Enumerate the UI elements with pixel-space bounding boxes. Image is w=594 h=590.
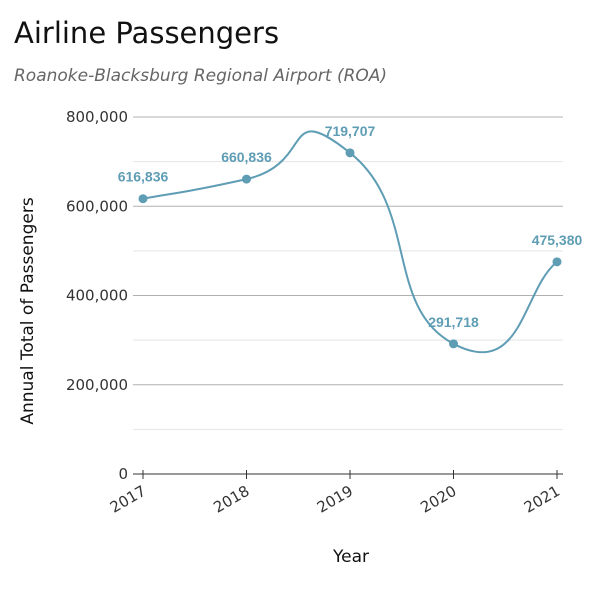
y-tick-label: 200,000 <box>66 376 128 394</box>
data-label: 475,380 <box>532 232 583 248</box>
data-point <box>449 339 458 349</box>
data-label: 291,718 <box>428 314 479 330</box>
data-points <box>138 148 562 349</box>
y-tick-label: 0 <box>118 465 128 483</box>
data-point <box>242 174 251 184</box>
x-tick-label: 2019 <box>314 482 356 517</box>
chart-title: Airline Passengers <box>14 16 280 50</box>
data-label: 660,836 <box>221 149 272 165</box>
y-tick-label: 600,000 <box>66 197 128 215</box>
gridlines <box>133 116 563 430</box>
x-tick-labels: 2017 2018 2019 2020 2021 <box>107 482 563 517</box>
data-point <box>552 257 562 267</box>
y-tick-label: 800,000 <box>66 108 128 126</box>
axes <box>133 470 563 479</box>
y-tick-label: 400,000 <box>66 287 128 305</box>
data-labels: 616,836 660,836 719,707 291,718 475,380 <box>118 123 583 330</box>
x-tick-label: 2020 <box>417 482 459 517</box>
data-label: 616,836 <box>118 169 169 185</box>
y-axis-title: Annual Total of Passengers <box>18 197 38 424</box>
y-tick-labels: 0 200,000 400,000 600,000 800,000 <box>66 108 128 483</box>
x-tick-label: 2018 <box>210 482 252 517</box>
x-axis-title: Year <box>332 547 369 567</box>
data-point <box>345 148 355 158</box>
data-label: 719,707 <box>325 123 376 139</box>
x-tick-label: 2017 <box>107 482 149 517</box>
data-point <box>138 194 148 204</box>
series-line <box>142 130 558 354</box>
chart-subtitle: Roanoke-Blacksburg Regional Airport (ROA… <box>14 66 388 86</box>
x-tick-label: 2021 <box>521 482 563 517</box>
